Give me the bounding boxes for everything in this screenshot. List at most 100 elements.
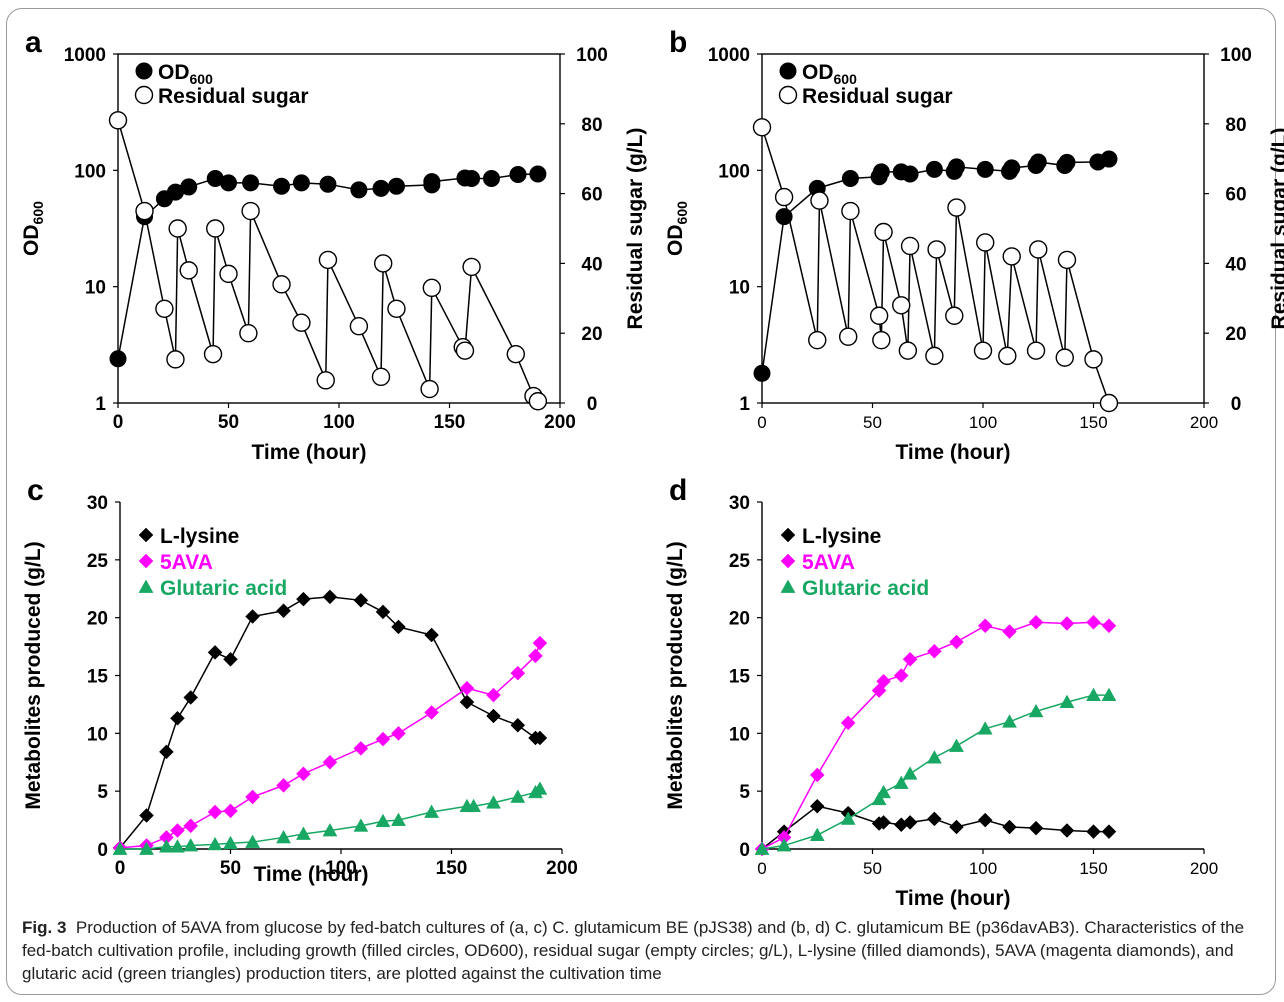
series-od600	[753, 150, 1118, 382]
data-point	[528, 648, 543, 664]
y-tick-label: 30	[729, 493, 750, 514]
legend-marker	[138, 579, 154, 593]
data-point	[316, 371, 335, 390]
data-point	[223, 803, 238, 819]
data-point	[207, 836, 223, 851]
data-point	[296, 591, 311, 607]
data-point	[1003, 159, 1021, 177]
y-tick-label: 5	[739, 782, 750, 803]
legend-label: L-lysine	[160, 525, 239, 548]
data-point	[374, 254, 393, 273]
data-point	[902, 651, 918, 667]
x-tick-label: 0	[115, 858, 126, 879]
data-point	[353, 592, 369, 608]
y-tick-label: 1	[95, 394, 106, 415]
legend-marker	[779, 62, 797, 80]
legend-label: 5AVA	[160, 551, 213, 574]
legend-marker	[138, 553, 154, 569]
data-point	[350, 181, 368, 199]
data-point	[510, 717, 526, 733]
x-axis-label: Time (hour)	[251, 441, 366, 464]
data-point	[841, 201, 860, 221]
data-point	[925, 346, 944, 366]
data-point	[925, 160, 943, 178]
series-residual-sugar	[108, 111, 548, 411]
data-point	[892, 296, 911, 315]
data-point	[319, 175, 337, 193]
data-point	[245, 834, 261, 848]
panel-d: 0 50 100 150 200 0 5 10 15 20 25 30 d Time (hour) Meta…	[664, 474, 1218, 910]
data-point	[893, 775, 909, 789]
data-point	[372, 179, 390, 197]
x-axis-label: Time (hour)	[895, 887, 1010, 910]
legend-label: OD600	[802, 61, 857, 87]
data-point	[375, 813, 391, 828]
data-point	[876, 673, 891, 689]
data-point	[1084, 350, 1103, 369]
data-point	[977, 618, 993, 634]
data-point	[872, 163, 890, 181]
data-point	[1029, 240, 1048, 259]
data-point	[900, 236, 920, 256]
y2-axis-label: Residual sugar (g/L)	[1268, 128, 1284, 330]
data-point	[753, 364, 771, 382]
legend-marker	[778, 85, 798, 105]
series-od600	[109, 165, 547, 368]
x-tick-label: 150	[434, 412, 466, 433]
data-point	[296, 826, 311, 840]
data-point	[1099, 393, 1119, 413]
y-tick-label: 20	[729, 609, 750, 630]
x-tick-label: 0	[113, 412, 124, 433]
series-line	[761, 805, 1109, 850]
panel-label: c	[27, 474, 44, 507]
data-point	[1100, 150, 1118, 168]
data-point	[947, 198, 966, 217]
series-residual-sugar	[752, 118, 1119, 413]
data-point	[506, 344, 525, 364]
data-point	[976, 233, 995, 252]
data-point	[949, 634, 964, 650]
legend-label: Residual sugar	[802, 85, 953, 108]
data-point	[810, 191, 829, 210]
data-point	[139, 841, 154, 855]
data-point	[893, 668, 909, 683]
data-point	[486, 708, 501, 724]
legend-label: OD600	[158, 61, 213, 87]
data-point	[927, 643, 942, 659]
legend: L-lysine 5AVA Glutaric acid	[138, 525, 287, 600]
data-point	[840, 715, 856, 731]
data-point	[871, 791, 887, 806]
data-point	[486, 687, 501, 703]
figure-caption: Fig. 3 Production of 5AVA from glucose b…	[22, 916, 1262, 985]
data-point	[1086, 824, 1101, 840]
data-point	[292, 174, 310, 192]
series-glutaric-acid	[112, 781, 548, 855]
data-point	[353, 741, 369, 756]
series-5ava	[754, 614, 1117, 857]
x-tick-label: 50	[220, 858, 241, 879]
data-point	[183, 838, 199, 852]
data-point	[387, 177, 405, 195]
series-glutaric-acid	[754, 687, 1117, 855]
data-point	[529, 165, 547, 183]
data-point	[872, 330, 891, 350]
data-point	[159, 744, 174, 760]
series-l-lysine	[112, 589, 548, 856]
data-point	[510, 665, 526, 681]
data-point	[203, 344, 223, 364]
data-point	[276, 829, 291, 844]
x-tick-label: 200	[546, 858, 578, 879]
figure-canvas: 0 50 100 150 2001101001000020406080100aTime …	[20, 26, 1284, 910]
data-point	[752, 118, 772, 137]
legend-marker	[780, 553, 796, 569]
data-point	[1101, 824, 1117, 840]
series-line	[761, 694, 1109, 850]
data-point	[322, 822, 338, 837]
data-point	[1002, 714, 1017, 728]
data-point	[945, 306, 964, 325]
data-point	[387, 299, 406, 318]
series-5ava	[112, 635, 548, 856]
data-point	[424, 627, 439, 643]
panel-a: 0 50 100 150 200 1 10 100 1000 0 20 40 60 80 100 a Time …	[20, 26, 647, 464]
